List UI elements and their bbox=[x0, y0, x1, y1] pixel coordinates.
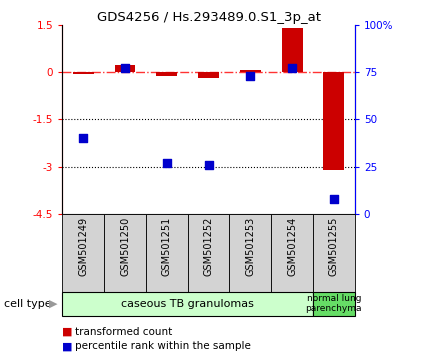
Text: cell type: cell type bbox=[4, 299, 52, 309]
Text: percentile rank within the sample: percentile rank within the sample bbox=[75, 341, 251, 351]
Text: GSM501250: GSM501250 bbox=[120, 217, 130, 276]
Bar bbox=[62, 292, 313, 316]
Text: ■: ■ bbox=[62, 327, 73, 337]
Bar bbox=[198, 72, 219, 78]
Text: ■: ■ bbox=[62, 341, 73, 351]
Bar bbox=[313, 292, 355, 316]
Point bbox=[163, 160, 170, 166]
Bar bbox=[282, 28, 303, 72]
Point bbox=[330, 196, 337, 202]
Text: GSM501251: GSM501251 bbox=[162, 217, 172, 276]
Text: GSM501255: GSM501255 bbox=[329, 217, 339, 276]
Bar bbox=[157, 72, 177, 76]
Bar bbox=[230, 214, 271, 292]
Bar bbox=[313, 214, 355, 292]
Text: GSM501253: GSM501253 bbox=[246, 217, 255, 276]
Bar bbox=[271, 214, 313, 292]
Point bbox=[122, 65, 129, 71]
Text: ▶: ▶ bbox=[49, 299, 58, 309]
Text: GSM501249: GSM501249 bbox=[78, 217, 88, 276]
Bar bbox=[104, 214, 146, 292]
Text: transformed count: transformed count bbox=[75, 327, 172, 337]
Point bbox=[205, 162, 212, 168]
Title: GDS4256 / Hs.293489.0.S1_3p_at: GDS4256 / Hs.293489.0.S1_3p_at bbox=[97, 11, 320, 24]
Bar bbox=[146, 214, 187, 292]
Bar bbox=[323, 72, 344, 170]
Point bbox=[247, 73, 254, 79]
Point bbox=[289, 65, 295, 71]
Text: normal lung
parenchyma: normal lung parenchyma bbox=[306, 294, 362, 313]
Bar bbox=[114, 65, 135, 72]
Text: GSM501254: GSM501254 bbox=[287, 217, 297, 276]
Point bbox=[80, 136, 87, 141]
Bar bbox=[73, 72, 94, 74]
Bar bbox=[240, 70, 261, 72]
Text: GSM501252: GSM501252 bbox=[203, 217, 214, 276]
Bar bbox=[62, 214, 104, 292]
Text: caseous TB granulomas: caseous TB granulomas bbox=[121, 299, 254, 309]
Bar bbox=[187, 214, 230, 292]
